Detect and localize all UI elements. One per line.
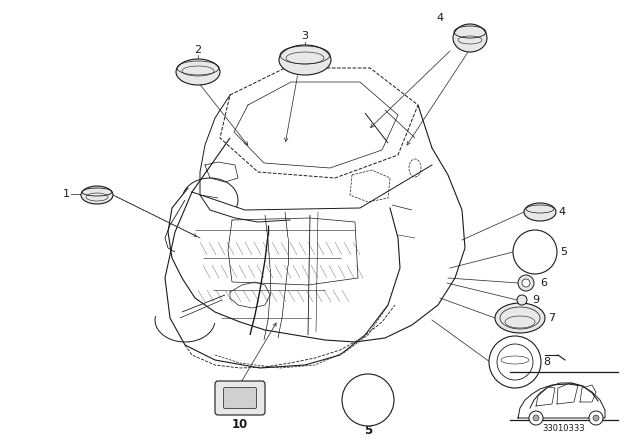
Text: 2: 2 xyxy=(195,45,202,55)
Text: 4: 4 xyxy=(436,13,444,23)
Text: 33010333: 33010333 xyxy=(543,423,586,432)
Circle shape xyxy=(518,275,534,291)
Text: 1: 1 xyxy=(63,189,70,199)
Circle shape xyxy=(522,279,530,287)
Ellipse shape xyxy=(495,303,545,333)
Text: 6: 6 xyxy=(540,278,547,288)
Text: 8: 8 xyxy=(543,357,550,367)
Circle shape xyxy=(593,415,599,421)
Text: 5: 5 xyxy=(364,423,372,436)
Circle shape xyxy=(497,344,533,380)
Ellipse shape xyxy=(81,186,113,204)
Text: 10: 10 xyxy=(232,418,248,431)
Circle shape xyxy=(589,411,603,425)
FancyBboxPatch shape xyxy=(223,388,257,409)
Circle shape xyxy=(517,295,527,305)
Circle shape xyxy=(533,415,539,421)
Ellipse shape xyxy=(176,59,220,85)
Text: 3: 3 xyxy=(301,31,308,41)
Text: 5: 5 xyxy=(560,247,567,257)
Circle shape xyxy=(513,230,557,274)
Text: 7: 7 xyxy=(548,313,555,323)
FancyBboxPatch shape xyxy=(215,381,265,415)
Text: 9: 9 xyxy=(532,295,539,305)
Text: 4: 4 xyxy=(558,207,565,217)
Ellipse shape xyxy=(409,159,421,177)
Ellipse shape xyxy=(453,24,487,52)
Circle shape xyxy=(342,374,394,426)
Circle shape xyxy=(489,336,541,388)
Ellipse shape xyxy=(524,203,556,221)
Ellipse shape xyxy=(279,45,331,75)
Circle shape xyxy=(529,411,543,425)
